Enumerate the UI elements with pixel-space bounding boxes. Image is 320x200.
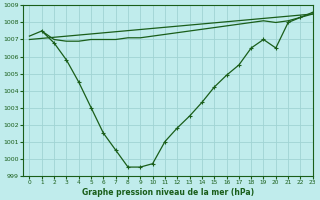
- X-axis label: Graphe pression niveau de la mer (hPa): Graphe pression niveau de la mer (hPa): [82, 188, 254, 197]
